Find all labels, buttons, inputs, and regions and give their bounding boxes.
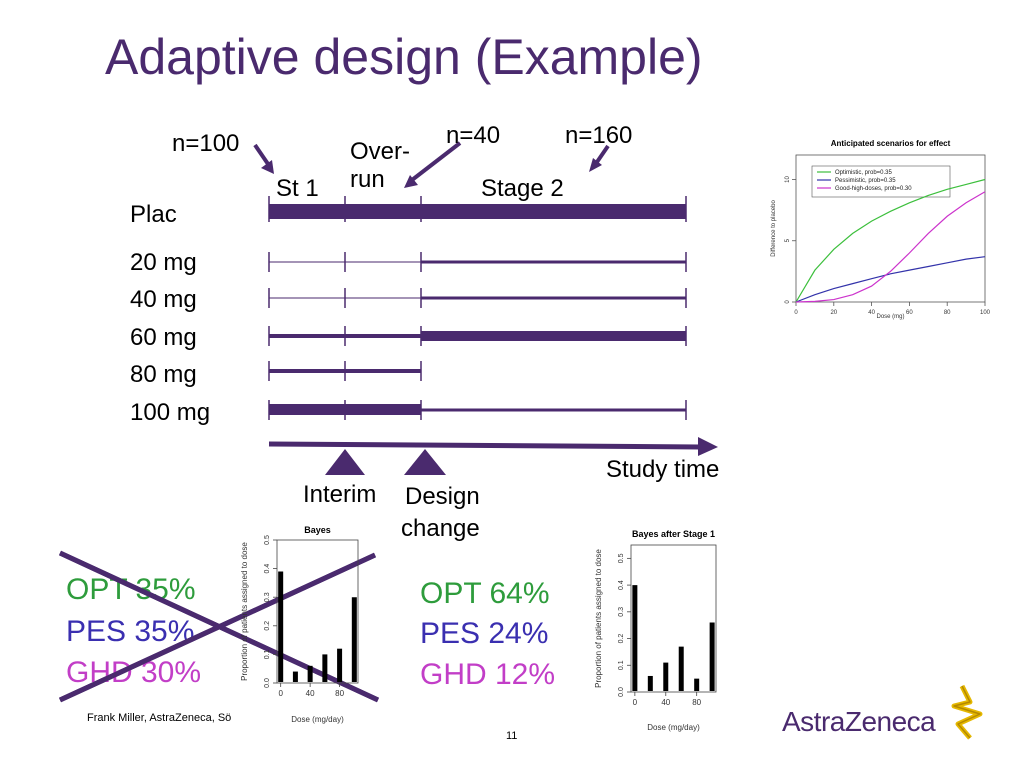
- interim-marker: [325, 449, 365, 475]
- stage2-label: Stage 2: [481, 175, 564, 202]
- series-line: [795, 178, 986, 303]
- y-tick-label: 5: [785, 238, 791, 242]
- plot-frame: [630, 544, 717, 693]
- series-line: [795, 256, 986, 303]
- prior-after-opt: OPT 64%: [420, 577, 550, 610]
- dose60-b: [421, 331, 686, 341]
- y-tick-label: 0: [785, 300, 791, 304]
- y-tick-label: 0.5: [618, 553, 625, 563]
- x-tick-label: 100: [980, 310, 991, 316]
- n-stage2-label: n=160: [565, 122, 633, 149]
- x-tick-label: 80: [335, 689, 344, 698]
- prior-after-ghd: GHD 12%: [420, 658, 556, 691]
- plac-bar: [269, 204, 686, 219]
- slide-title: Adaptive design (Example): [105, 29, 703, 85]
- y-tick-label: 0.4: [618, 580, 625, 590]
- x-tick-label: 40: [868, 310, 875, 316]
- chart-title: Bayes: [304, 525, 331, 535]
- design-change-label-line1: Design: [405, 483, 480, 510]
- y-axis-label: Proportion of patients assigned to dose: [240, 542, 249, 681]
- x-tick-label: 80: [944, 310, 951, 316]
- prior-after-pes: PES 24%: [420, 617, 549, 650]
- x-tick-label: 20: [830, 310, 837, 316]
- study-time-label: Study time: [606, 456, 720, 483]
- x-tick-label: 0: [278, 689, 283, 698]
- x-axis-label: Dose (mg): [876, 314, 904, 320]
- dose-label-40: 40 mg: [130, 286, 197, 313]
- design-change-marker: [404, 449, 446, 475]
- y-tick-label: 0.3: [264, 592, 271, 602]
- y-tick-label: 0.2: [264, 621, 271, 631]
- x-axis-label: Dose (mg/day): [647, 723, 700, 732]
- dose-label-80: 80 mg: [130, 361, 197, 388]
- plot-frame: [795, 154, 986, 303]
- overrun-label-line2: run: [350, 166, 385, 193]
- design-change-label-line2: change: [401, 515, 480, 542]
- dose-label-60: 60 mg: [130, 324, 197, 351]
- astrazeneca-logo-text: AstraZeneca: [782, 706, 936, 737]
- y-tick-label: 0.1: [264, 649, 271, 659]
- study-time-arrowhead: [698, 437, 718, 456]
- interim-label: Interim: [303, 481, 377, 508]
- x-tick-label: 80: [692, 698, 701, 707]
- y-tick-label: 0.3: [618, 607, 625, 617]
- legend-entry: Good-high-doses, prob=0.30: [835, 186, 912, 192]
- y-tick-label: 0.4: [264, 564, 271, 574]
- x-axis-label: Dose (mg/day): [291, 715, 344, 724]
- x-tick-label: 60: [906, 310, 913, 316]
- dose-label-100: 100 mg: [130, 399, 211, 426]
- x-tick-label: 40: [306, 689, 315, 698]
- chart-title: Anticipated scenarios for effect: [831, 139, 951, 148]
- x-tick-label: 0: [794, 310, 798, 316]
- dose-label-20: 20 mg: [130, 249, 197, 276]
- dose-label-plac: Plac: [130, 201, 177, 228]
- n-stage1-label: n=100: [172, 130, 240, 157]
- legend-entry: Pessimistic, prob=0.35: [835, 178, 896, 184]
- series-line: [795, 191, 986, 303]
- n-overrun-label: n=40: [446, 122, 501, 149]
- y-tick-label: 10: [785, 176, 791, 183]
- y-tick-label: 0.5: [264, 535, 271, 545]
- legend-entry: Optimistic, prob=0.35: [835, 170, 893, 176]
- chart-title: Bayes after Stage 1: [632, 529, 715, 539]
- y-tick-label: 0.0: [618, 687, 625, 697]
- overrun-label-line1: Over-: [350, 138, 410, 165]
- x-tick-label: 40: [661, 698, 670, 707]
- y-tick-label: 0.2: [618, 634, 625, 644]
- study-time-axis: [268, 441, 701, 450]
- page-number: 11: [506, 730, 518, 742]
- y-axis-label: Proportion of patients assigned to dose: [594, 549, 603, 688]
- y-tick-label: 0.1: [618, 660, 625, 670]
- legend-box: [811, 165, 951, 198]
- stage1-label: St 1: [276, 175, 319, 202]
- y-axis-label: Difference to placebo: [771, 200, 777, 257]
- y-tick-label: 0.0: [264, 678, 271, 688]
- plot-frame: [276, 539, 359, 684]
- astrazeneca-logo-icon: [951, 684, 983, 740]
- footer-author: Frank Miller, AstraZeneca, Sö: [87, 712, 232, 724]
- x-tick-label: 0: [633, 698, 638, 707]
